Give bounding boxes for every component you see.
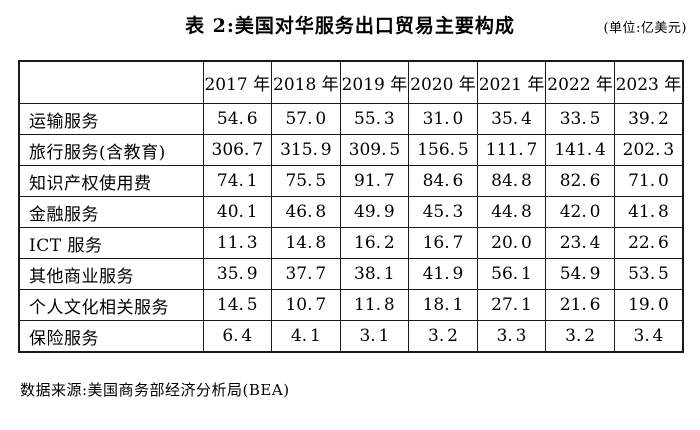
value-cell: 3. 2 [545,320,615,353]
value-cell: 53. 5 [613,258,684,290]
value-cell: 19. 0 [613,289,684,321]
value-cell: 41. 8 [613,196,684,228]
value-cell: 54. 6 [202,103,273,135]
value-cell: 27. 1 [476,289,547,321]
value-cell: 39. 2 [613,103,684,135]
table-row: 运输服务 54. 6 57. 0 55. 3 31. 0 35. 4 33. 5 39. 2 [18,103,684,135]
value-cell: 84. 6 [408,165,478,197]
row-label-cell: 旅行服务(含教育) [18,134,204,166]
value-cell: 11. 8 [339,289,410,321]
value-cell: 35. 4 [476,103,547,135]
value-cell: 6. 4 [202,320,273,353]
value-cell: 91. 7 [339,165,410,197]
value-cell: 20. 0 [476,227,547,259]
value-cell: 37. 7 [271,258,341,290]
page-title: 表 2:美国对华服务出口贸易主要构成 [185,15,515,37]
table-row: 个人文化相关服务 14. 5 10. 7 11. 8 18. 1 27. 1 21. 6 19… [18,289,684,321]
value-cell: 49. 9 [339,196,410,228]
value-cell: 40. 1 [202,196,273,228]
value-cell: 16. 7 [408,227,478,259]
value-cell: 3. 2 [408,320,478,353]
unit-label: (单位:亿美元) [603,21,687,36]
year-header-cell: 2020 年 [408,60,478,104]
data-source-note: 数据来源:美国商务部经济分析局(BEA) [20,381,290,399]
corner-cell [18,60,204,104]
value-cell: 44. 8 [476,196,547,228]
value-cell: 38. 1 [339,258,410,290]
table-row: 其他商业服务 35. 9 37. 7 38. 1 41. 9 56. 1 54. 9 53. … [18,258,684,290]
services-export-table: 2017 年 2018 年 2019 年 2020 年 2021 年 2022 年 2023… [18,60,684,353]
row-label-cell: 其他商业服务 [18,258,204,290]
value-cell: 14. 8 [271,227,341,259]
value-cell: 306. 7 [202,134,273,166]
value-cell: 141. 4 [545,134,615,166]
value-cell: 55. 3 [339,103,410,135]
value-cell: 309. 5 [339,134,410,166]
value-cell: 74. 1 [202,165,273,197]
value-cell: 54. 9 [545,258,615,290]
value-cell: 71. 0 [613,165,684,197]
value-cell: 14. 5 [202,289,273,321]
row-label-cell: 个人文化相关服务 [18,289,204,321]
value-cell: 11. 3 [202,227,273,259]
value-cell: 18. 1 [408,289,478,321]
value-cell: 31. 0 [408,103,478,135]
value-cell: 23. 4 [545,227,615,259]
value-cell: 22. 6 [613,227,684,259]
year-header-cell: 2021 年 [476,60,547,104]
row-label-cell: ICT 服务 [18,227,204,259]
value-cell: 3. 4 [613,320,684,353]
value-cell: 33. 5 [545,103,615,135]
value-cell: 10. 7 [271,289,341,321]
value-cell: 46. 8 [271,196,341,228]
title-row: 表 2:美国对华服务出口贸易主要构成 (单位:亿美元) [0,11,700,41]
value-cell: 57. 0 [271,103,341,135]
value-cell: 41. 9 [408,258,478,290]
value-cell: 3. 1 [339,320,410,353]
value-cell: 82. 6 [545,165,615,197]
row-label-cell: 知识产权使用费 [18,165,204,197]
year-header-cell: 2022 年 [545,60,615,104]
year-header-cell: 2023 年 [613,60,684,104]
value-cell: 42. 0 [545,196,615,228]
table-row: ICT 服务 11. 3 14. 8 16. 2 16. 7 20. 0 23. 4 22. … [18,227,684,259]
value-cell: 21. 6 [545,289,615,321]
value-cell: 84. 8 [476,165,547,197]
year-header-cell: 2018 年 [271,60,341,104]
value-cell: 111. 7 [476,134,547,166]
value-cell: 315. 9 [271,134,341,166]
value-cell: 75. 5 [271,165,341,197]
value-cell: 156. 5 [408,134,478,166]
value-cell: 45. 3 [408,196,478,228]
header-row: 2017 年 2018 年 2019 年 2020 年 2021 年 2022 年 2023… [18,60,684,104]
value-cell: 3. 3 [476,320,547,353]
value-cell: 202. 3 [613,134,684,166]
year-header-cell: 2019 年 [339,60,410,104]
row-label-cell: 金融服务 [18,196,204,228]
table-header: 2017 年 2018 年 2019 年 2020 年 2021 年 2022 年 2023… [18,60,684,104]
table-row: 保险服务 6. 4 4. 1 3. 1 3. 2 3. 3 3. 2 3. 4 [18,320,684,353]
table-row: 知识产权使用费 74. 1 75. 5 91. 7 84. 6 84. 8 82. 6 71.… [18,165,684,197]
row-label-cell: 保险服务 [18,320,204,353]
year-header-cell: 2017 年 [202,60,273,104]
value-cell: 4. 1 [271,320,341,353]
value-cell: 56. 1 [476,258,547,290]
table-row: 金融服务 40. 1 46. 8 49. 9 45. 3 44. 8 42. 0 41. 8 [18,196,684,228]
value-cell: 35. 9 [202,258,273,290]
value-cell: 16. 2 [339,227,410,259]
row-label-cell: 运输服务 [18,103,204,135]
